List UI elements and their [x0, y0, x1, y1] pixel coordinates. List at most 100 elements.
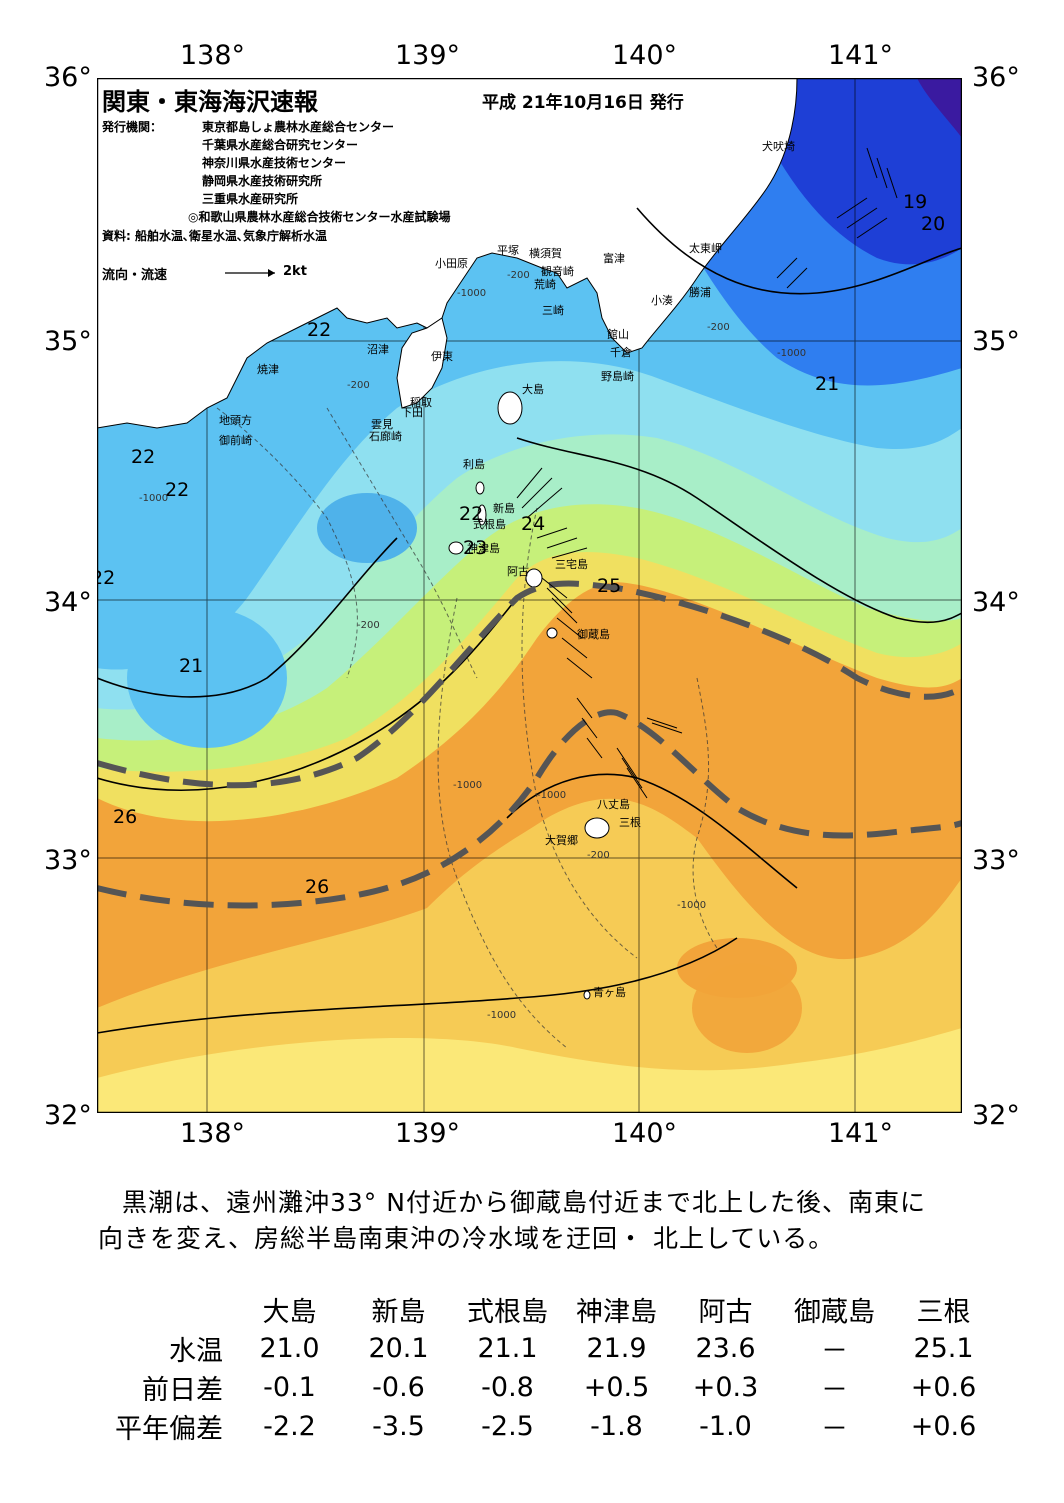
current-vectors	[516, 147, 898, 799]
place-label: 稲取	[410, 396, 432, 409]
place-label: 観音崎	[541, 264, 574, 278]
lon-label-138-top: 138°	[180, 40, 246, 71]
depth-label: -1000	[487, 1010, 516, 1021]
station-header: 御蔵島	[794, 1297, 875, 1328]
depth-label: -200	[587, 850, 610, 861]
table-cell: 21.1	[477, 1333, 538, 1364]
station-header: 新島	[371, 1297, 426, 1328]
table-cell: -2.5	[481, 1411, 534, 1442]
place-label: 伊東	[431, 350, 453, 363]
table-cell: －	[821, 1414, 848, 1445]
issuer-item: 東京都島しょ農林水産総合センター	[202, 120, 395, 134]
table-cell: -3.5	[372, 1411, 425, 1442]
issuer-item: 三重県水産研究所	[202, 192, 299, 206]
flow-legend-scale: 2kt	[283, 264, 307, 279]
temp-zone-24-south	[97, 1028, 962, 1113]
isotherm-label: 22	[165, 479, 189, 501]
sea-temperature-map: 19 20 21 22 22 22 22 23 24 25 21 26 26 2…	[97, 78, 962, 1113]
isotherm-label: 26	[305, 876, 329, 898]
place-label: 勝浦	[689, 285, 711, 299]
depth-label: -1000	[453, 780, 482, 791]
place-label: 下田	[401, 406, 423, 419]
depth-label: -1000	[537, 790, 566, 801]
kuroshio-axis	[97, 580, 962, 909]
isotherm-label: 22	[307, 319, 331, 341]
place-label: 三崎	[542, 303, 564, 317]
place-label: 横須賀	[529, 246, 562, 260]
lon-label-138-bottom: 138°	[180, 1118, 246, 1149]
table-cell: 23.6	[695, 1333, 756, 1364]
lat-label-36-right: 36°	[972, 62, 1020, 93]
place-label: 利島	[463, 457, 485, 471]
place-label: 富津	[603, 251, 625, 265]
place-label: 神津島	[467, 541, 500, 555]
lat-label-32-right: 32°	[972, 1100, 1020, 1131]
place-label: 平塚	[497, 244, 519, 257]
table-cell: 21.9	[586, 1333, 647, 1364]
place-label: 御蔵島	[577, 627, 610, 641]
lat-label-34-left: 34°	[44, 587, 92, 618]
table-cell: －	[821, 1375, 848, 1406]
isotherm-label: 25	[597, 575, 621, 597]
place-label: 犬吠埼	[762, 139, 795, 153]
warm-core-aogashima	[692, 963, 802, 1053]
place-label-group: 犬吠埼 太東岬 勝浦 小湊 富津 観音崎 横須賀 平塚 小田原 荒崎 三崎 館山…	[219, 139, 795, 999]
place-label: 焼津	[257, 363, 279, 376]
summary-text: 黒潮は、遠州灘沖33° N付近から御蔵島付近まで北上した後、南東に 向きを変え、…	[98, 1185, 978, 1257]
data-sources: 資料: 船舶水温､衛星水温､気象庁解析水温	[102, 229, 327, 243]
place-label: 御前崎	[219, 433, 252, 447]
place-label: 青ヶ島	[593, 985, 626, 999]
isotherm-label: 23	[463, 537, 487, 559]
table-cell: -1.0	[699, 1411, 752, 1442]
table-cell: +0.6	[910, 1372, 977, 1403]
isotherm-label: 21	[179, 655, 203, 677]
place-label: 荒崎	[534, 277, 556, 291]
row-label: 平年偏差	[115, 1414, 223, 1445]
flow-legend-arrow-icon	[225, 269, 275, 277]
place-label: 太東岬	[689, 242, 722, 255]
table-header-row: 大島 新島 式根島 神津島 阿古 御蔵島 三根	[95, 1290, 998, 1329]
lon-label-141-top: 141°	[828, 40, 894, 71]
summary-line: 向きを変え、房総半島南東沖の冷水域を迂回・ 北上している。	[98, 1224, 835, 1253]
depth-label: -200	[707, 322, 730, 333]
isotherm-label: 21	[815, 373, 839, 395]
temp-zone-18	[917, 78, 962, 138]
table-cell: －	[821, 1336, 848, 1367]
depth-label: -200	[347, 380, 370, 391]
map-title: 関東・東海海沢速報	[102, 88, 318, 116]
place-label: 石廊崎	[369, 429, 402, 443]
table-cell: +0.5	[583, 1372, 650, 1403]
issuer-item: 千葉県水産総合研究センター	[202, 138, 359, 152]
lat-label-35-right: 35°	[972, 326, 1020, 357]
station-header: 大島	[262, 1297, 317, 1328]
flow-legend-label: 流向・流速	[102, 268, 168, 283]
isotherm-label: 22	[131, 446, 155, 468]
table-cell: +0.6	[910, 1411, 977, 1442]
lat-label-34-right: 34°	[972, 587, 1020, 618]
table-row: 平年偏差 -2.2 -3.5 -2.5 -1.8 -1.0 － +0.6	[95, 1407, 998, 1446]
place-label: 八丈島	[597, 797, 630, 811]
depth-label: -200	[357, 620, 380, 631]
lat-label-35-left: 35°	[44, 326, 92, 357]
cold-eddy-izu	[317, 493, 417, 563]
issuer-item: ◎和歌山県農林水産総合技術センター水産試験場	[188, 210, 451, 224]
depth-label: -200	[507, 270, 530, 281]
table-cell: 25.1	[913, 1333, 974, 1364]
lat-label-32-left: 32°	[44, 1100, 92, 1131]
station-header: 阿古	[698, 1297, 753, 1328]
place-label: 小湊	[651, 293, 673, 307]
place-label: 雲見	[371, 418, 393, 431]
issuer-item: 静岡県水産技術研究所	[202, 174, 323, 188]
table-cell: -2.2	[263, 1411, 316, 1442]
lon-label-140-top: 140°	[612, 40, 678, 71]
table-cell: 21.0	[259, 1333, 320, 1364]
station-header: 神津島	[576, 1297, 657, 1328]
depth-label: -1000	[457, 288, 486, 299]
warm-core-enshu	[252, 808, 412, 868]
place-label: 三根	[619, 815, 641, 829]
issuers-label: 発行機関：	[102, 120, 163, 134]
isotherm-label: 26	[113, 806, 137, 828]
issuer-item: 神奈川県水産技術センター	[202, 156, 347, 170]
isotherm-lines	[97, 207, 962, 1034]
isotherm-label: 24	[521, 513, 545, 535]
